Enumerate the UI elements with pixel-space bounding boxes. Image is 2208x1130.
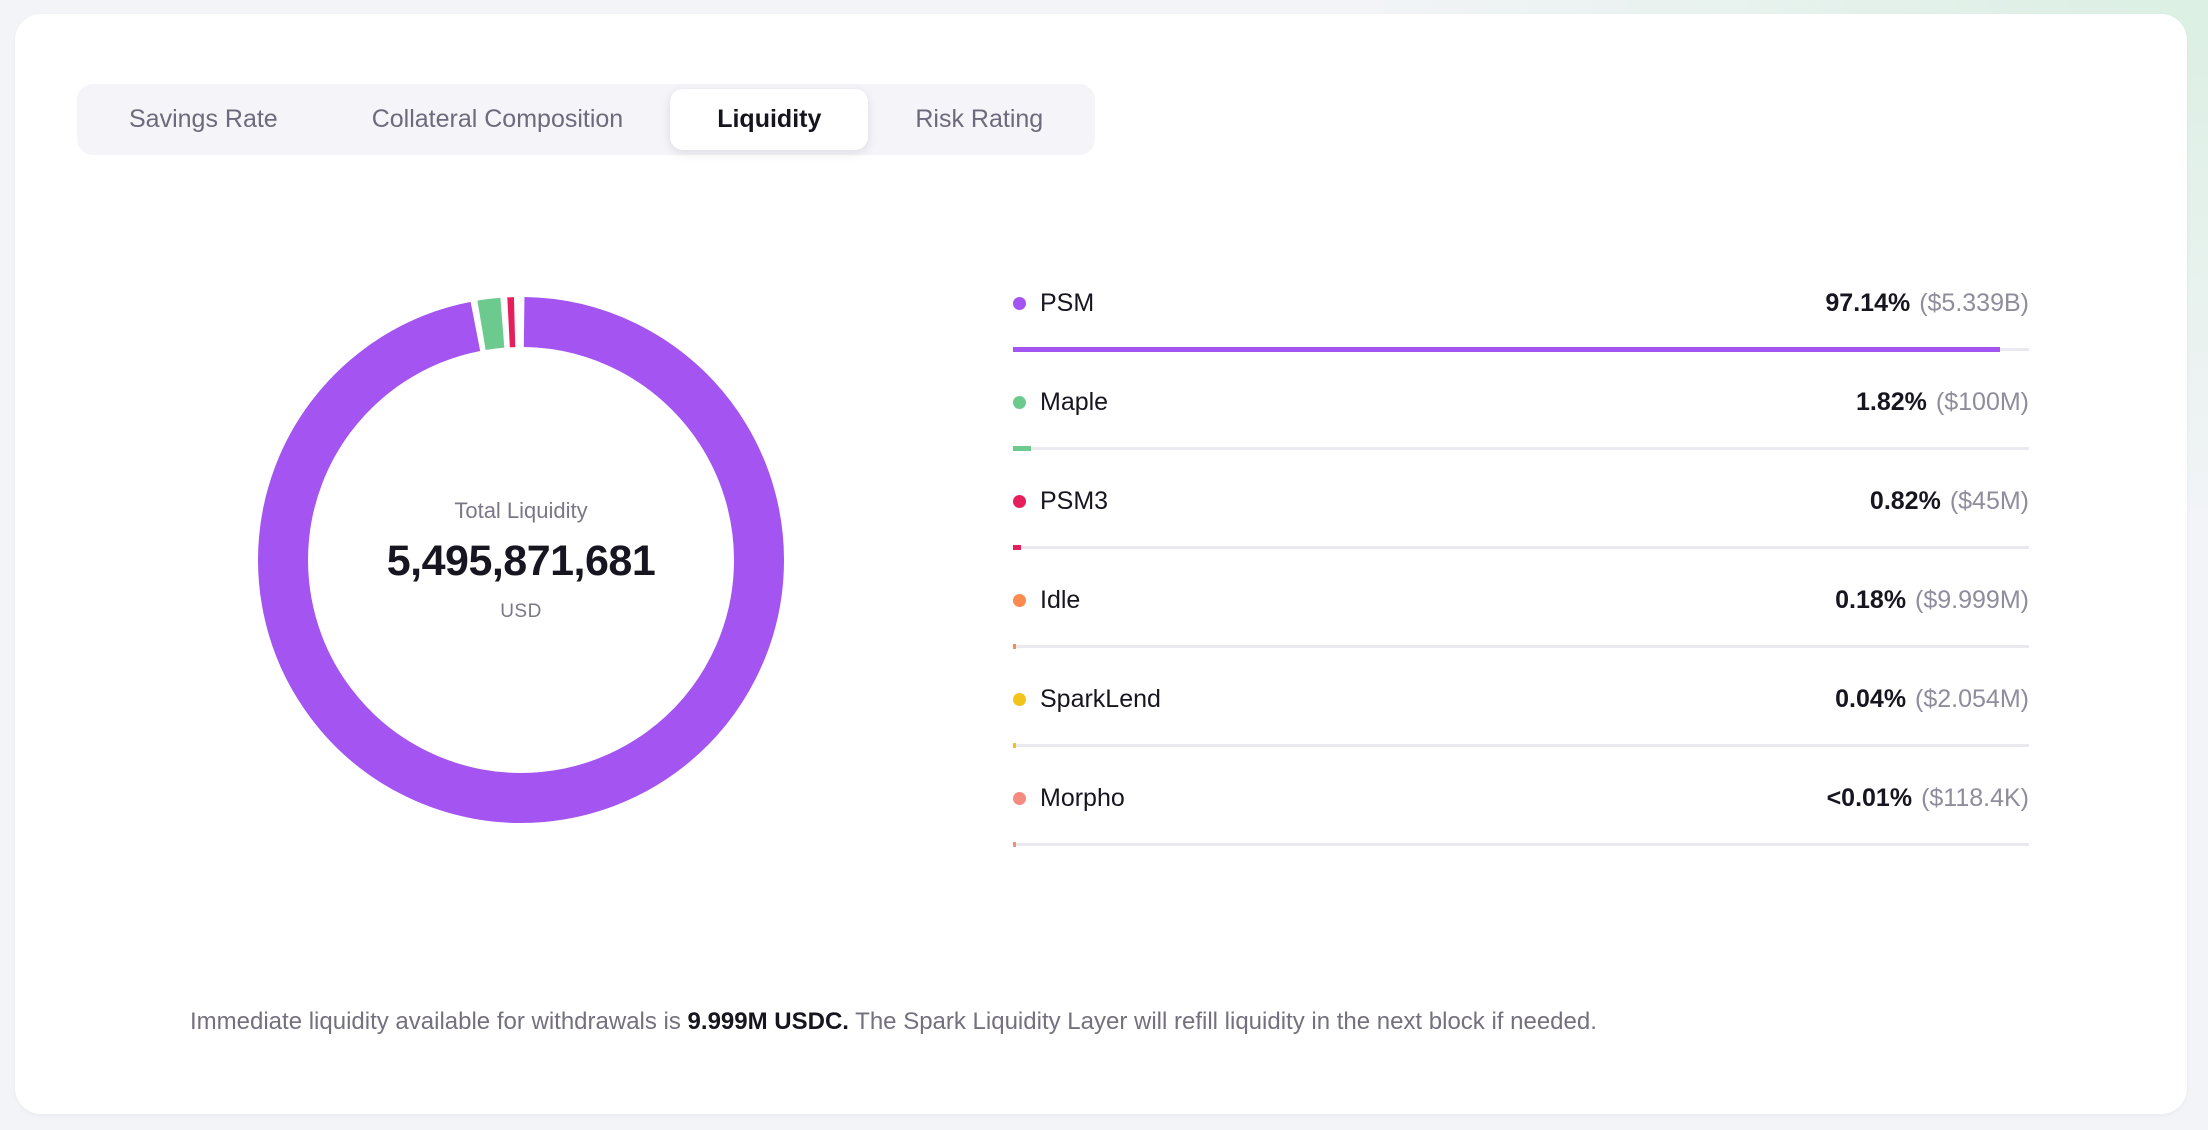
footnote-text: Immediate liquidity available for withdr… [190,1008,688,1035]
sparklend-color-dot-icon [1013,692,1026,706]
legend-label: PSM3 [1040,486,1109,515]
legend-row-sparklend[interactable]: SparkLend 0.04% ($2.054M) [1013,682,2029,781]
content-card: Savings Rate Collateral Composition Liqu… [15,14,2187,1130]
legend-progress-fill [1013,545,1022,550]
footnote-line-1: Immediate liquidity available for withdr… [190,1002,1990,1042]
legend-percent: 0.04% [1835,684,1907,713]
legend-amount: ($100M) [1935,387,2029,416]
legend-progress-track [1013,446,2029,451]
legend-amount: ($5.339B) [1919,288,2029,317]
donut-segment-psm[interactable] [258,297,784,823]
liquidity-footnote: Immediate liquidity available for withdr… [190,922,1990,1130]
psm-color-dot-icon [1013,296,1026,310]
legend-label: Idle [1040,585,1081,614]
legend-amount: ($45M) [1949,486,2029,515]
donut-svg [258,297,784,823]
legend-label: PSM [1040,288,1095,317]
legend-percent: 97.14% [1825,288,1911,317]
legend-progress-track [1013,545,2029,550]
legend-amount: ($2.054M) [1915,684,2029,713]
legend-row-psm[interactable]: PSM 97.14% ($5.339B) [1013,286,2029,385]
footnote-line-2: Liquidity display may be delayed by 5-10… [190,1122,1990,1130]
legend-progress-track [1013,644,2029,649]
liquidity-legend: PSM 97.14% ($5.339B) Maple 1.82 [1013,286,2029,880]
tab-bar: Savings Rate Collateral Composition Liqu… [77,84,1096,155]
footnote-bold-delay: 5-10 minutes. [574,1128,727,1130]
legend-percent: 1.82% [1856,387,1927,416]
donut-segment-maple[interactable] [477,297,505,350]
legend-progress-fill [1013,644,1017,649]
legend-percent: <0.01% [1826,783,1913,812]
legend-percent: 0.82% [1869,486,1941,515]
tab-collateral-composition[interactable]: Collateral Composition [325,89,671,150]
tab-liquidity[interactable]: Liquidity [670,89,869,150]
legend-row-idle[interactable]: Idle 0.18% ($9.999M) [1013,583,2029,682]
legend-row-psm3[interactable]: PSM3 0.82% ($45M) [1013,484,2029,583]
legend-progress-track [1013,743,2029,748]
footnote-bold-amount: 9.999M USDC. [687,1008,849,1035]
morpho-color-dot-icon [1013,791,1026,805]
legend-label: SparkLend [1040,684,1161,713]
tab-risk-rating[interactable]: Risk Rating [868,89,1090,150]
liquidity-donut-chart[interactable]: Total Liquidity 5,495,871,681 USD [251,290,791,830]
legend-row-maple[interactable]: Maple 1.82% ($100M) [1013,385,2029,484]
maple-color-dot-icon [1013,395,1026,409]
tab-savings-rate[interactable]: Savings Rate [82,89,325,150]
legend-amount: ($118.4K) [1921,783,2029,812]
legend-label: Morpho [1040,783,1125,812]
legend-progress-fill [1013,347,2000,352]
legend-row-morpho[interactable]: Morpho <0.01% ($118.4K) [1013,781,2029,880]
learn-more-link[interactable]: Learn more [734,1128,857,1130]
legend-amount: ($9.999M) [1915,585,2029,614]
legend-label: Maple [1040,387,1109,416]
footnote-text: Liquidity display may be delayed by [190,1128,574,1130]
footnote-text: The Spark Liquidity Layer will refill li… [848,1008,1597,1035]
legend-percent: 0.18% [1835,585,1907,614]
idle-color-dot-icon [1013,593,1026,607]
legend-progress-fill [1013,842,1017,847]
legend-progress-track [1013,842,2029,847]
legend-progress-track [1013,347,2029,352]
legend-progress-fill [1013,743,1017,748]
psm3-color-dot-icon [1013,494,1026,508]
legend-progress-fill [1013,446,1032,451]
